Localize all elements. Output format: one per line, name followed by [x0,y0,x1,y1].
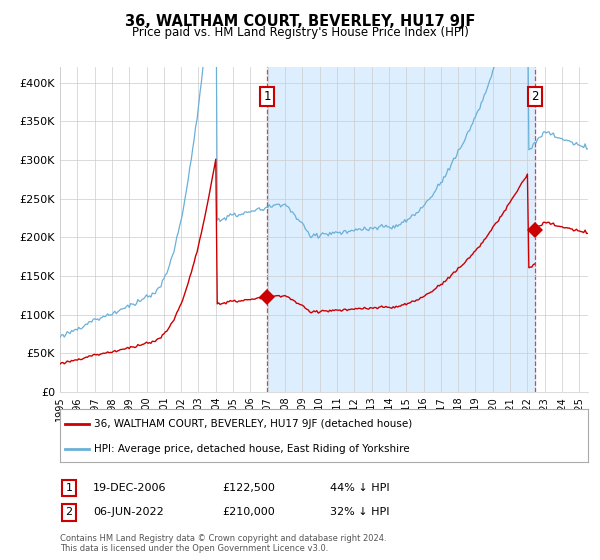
Text: 2: 2 [531,90,539,103]
Text: 19-DEC-2006: 19-DEC-2006 [93,483,167,493]
Text: 2: 2 [65,507,73,517]
Text: 44% ↓ HPI: 44% ↓ HPI [330,483,389,493]
Text: 06-JUN-2022: 06-JUN-2022 [93,507,164,517]
Text: 1: 1 [263,90,271,103]
Bar [267,67,535,392]
Text: 36, WALTHAM COURT, BEVERLEY, HU17 9JF (detached house): 36, WALTHAM COURT, BEVERLEY, HU17 9JF (d… [94,419,413,429]
Text: 1: 1 [65,483,73,493]
Text: Contains HM Land Registry data © Crown copyright and database right 2024.
This d: Contains HM Land Registry data © Crown c… [60,534,386,553]
Text: HPI: Average price, detached house, East Riding of Yorkshire: HPI: Average price, detached house, East… [94,444,410,454]
Text: 36, WALTHAM COURT, BEVERLEY, HU17 9JF: 36, WALTHAM COURT, BEVERLEY, HU17 9JF [125,14,475,29]
Text: 32% ↓ HPI: 32% ↓ HPI [330,507,389,517]
Text: Price paid vs. HM Land Registry's House Price Index (HPI): Price paid vs. HM Land Registry's House … [131,26,469,39]
Text: £122,500: £122,500 [222,483,275,493]
Text: £210,000: £210,000 [222,507,275,517]
